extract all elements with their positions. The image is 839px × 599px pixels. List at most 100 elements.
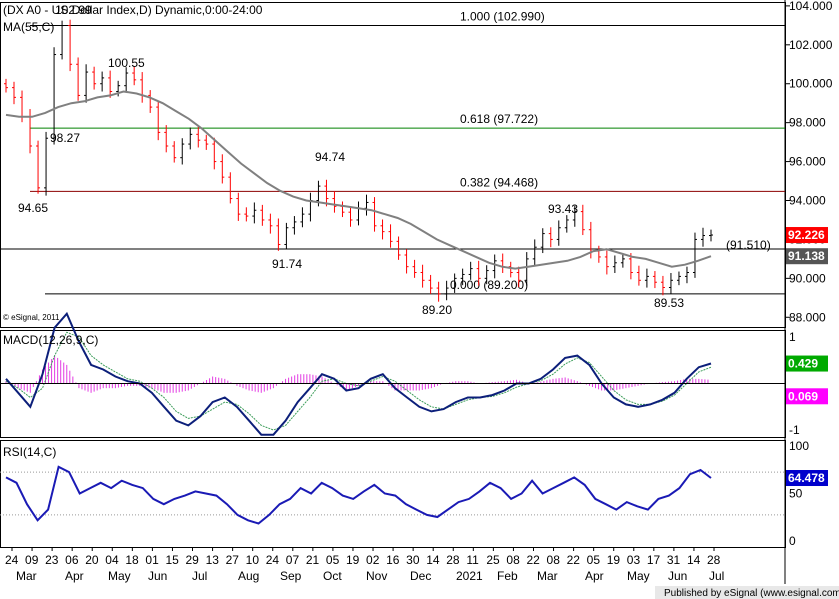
ma-55-line xyxy=(5,90,712,270)
price-tick-label: 98.000 xyxy=(789,116,826,130)
price-tick-label: 104.000 xyxy=(789,0,833,13)
x-tick-label: 13 xyxy=(206,553,220,567)
price-tick-label: 90.000 xyxy=(789,271,826,285)
price-annotation: 94.65 xyxy=(18,201,48,215)
macd-label: MACD(12,26,9,C) xyxy=(3,333,98,347)
macd-signal-line xyxy=(5,331,712,431)
x-tick-label: 31 xyxy=(667,553,681,567)
x-tick-label: 21 xyxy=(306,553,320,567)
x-month-label: Mar xyxy=(537,569,558,583)
x-tick-label: 01 xyxy=(145,553,159,567)
x-tick-label: 22 xyxy=(567,553,581,567)
x-tick-label: 18 xyxy=(125,553,139,567)
ma-indicator-label: MA(55,C) xyxy=(3,20,54,34)
x-tick-label: 24 xyxy=(266,553,280,567)
x-month-label: Feb xyxy=(497,569,518,583)
rsi-last-badge xyxy=(786,470,828,487)
x-tick-label: 25 xyxy=(486,553,500,567)
x-axis: 24 09 23 06 20 04 18 01 15 29 13 27 10 24 07 21 05 19 02 16… xyxy=(5,547,724,583)
macd-tick-label: 1 xyxy=(789,330,796,344)
last-price-value: 92.226 xyxy=(788,228,825,242)
fib-level-label: 1.000 (102.990) xyxy=(460,10,545,24)
ma-last-value: 91.138 xyxy=(788,249,825,263)
price-annotation: 102.99 xyxy=(55,3,92,17)
rsi-label: RSI(14,C) xyxy=(3,445,56,459)
x-tick-label: 20 xyxy=(85,553,99,567)
x-tick-label: 05 xyxy=(326,553,340,567)
price-annotation: 100.55 xyxy=(108,56,145,70)
x-tick-label: 03 xyxy=(627,553,641,567)
last-price-badge xyxy=(786,227,828,244)
x-tick-label: 08 xyxy=(506,553,520,567)
price-tick-label: 100.000 xyxy=(789,77,833,91)
macd-hist-badge xyxy=(786,388,828,405)
x-month-label: Jun xyxy=(668,569,687,583)
macd-line xyxy=(5,311,712,436)
x-tick-label: 05 xyxy=(587,553,601,567)
macd-last-badge xyxy=(786,355,828,372)
ma-last-badge xyxy=(786,248,828,265)
rsi-tick-label: 50 xyxy=(789,487,803,501)
x-month-label: Nov xyxy=(366,569,387,583)
x-tick-label: 06 xyxy=(65,553,79,567)
price-annotation: 89.20 xyxy=(422,303,452,317)
watermark: © eSignal, 2011 xyxy=(3,313,60,322)
price-annotation: 93.43 xyxy=(548,202,578,216)
x-tick-label: 29 xyxy=(186,553,200,567)
x-month-label: Aug xyxy=(238,569,259,583)
footer-background xyxy=(655,586,839,599)
x-tick-label: 30 xyxy=(406,553,420,567)
x-tick-label: 08 xyxy=(547,553,561,567)
rsi-tick-label: 100 xyxy=(789,439,809,453)
x-tick-label: 11 xyxy=(466,553,479,567)
fib-level-label: 0.382 (94.468) xyxy=(460,175,538,189)
x-tick-label: 28 xyxy=(707,553,721,567)
x-tick-label: 22 xyxy=(526,553,540,567)
x-month-label: Jul xyxy=(709,569,724,583)
price-tick-label: 102.000 xyxy=(789,38,833,52)
macd-tick-label: -1 xyxy=(789,423,800,437)
macd-panel: 1 -1 0.429 0.069 MACD(12,26,9,C) xyxy=(0,311,828,437)
price-annotation: 98.27 xyxy=(50,131,80,145)
rsi-line xyxy=(5,465,712,525)
x-tick-label: 09 xyxy=(25,553,39,567)
x-tick-label: 16 xyxy=(386,553,400,567)
x-month-label: Jun xyxy=(148,569,167,583)
chart-title: (DX A0 - US Dollar Index,D) Dynamic,0:00… xyxy=(3,3,263,17)
x-month-label: 2021 xyxy=(456,569,483,583)
x-tick-label: 24 xyxy=(5,553,19,567)
footer-text: Published by eSignal (www.esignal.com) xyxy=(664,588,839,599)
price-annotation: (91.510) xyxy=(726,238,771,252)
x-tick-label: 27 xyxy=(226,553,240,567)
x-tick-label: 19 xyxy=(607,553,621,567)
x-tick-label: 23 xyxy=(45,553,59,567)
x-tick-label: 14 xyxy=(687,553,701,567)
x-tick-label: 19 xyxy=(346,553,360,567)
price-annotation: 89.53 xyxy=(654,296,684,310)
x-month-label: Mar xyxy=(16,569,37,583)
price-tick-label: 88.000 xyxy=(789,310,826,324)
x-month-label: Apr xyxy=(585,569,604,583)
x-month-label: May xyxy=(108,569,131,583)
price-tick-label: 96.000 xyxy=(789,155,826,169)
price-panel: 1.000 (102.990) 0.618 (97.722) 0.382 (94.4… xyxy=(0,0,833,324)
x-month-label: Dec xyxy=(410,569,431,583)
rsi-panel: 100 50 0 64.478 RSI(14,C) xyxy=(0,439,828,548)
rsi-tick-label: 0 xyxy=(789,534,796,548)
x-tick-label: 07 xyxy=(286,553,300,567)
macd-last-value: 0.429 xyxy=(788,357,818,371)
fib-level-label: 0.618 (97.722) xyxy=(460,112,538,126)
price-tick-label: 94.000 xyxy=(789,194,826,208)
rsi-last-value: 64.478 xyxy=(788,471,825,485)
fib-level-label: 0.000 (89.200) xyxy=(450,278,528,292)
x-tick-label: 17 xyxy=(647,553,661,567)
x-tick-label: 10 xyxy=(246,553,260,567)
x-tick-label: 15 xyxy=(165,553,179,567)
x-tick-label: 28 xyxy=(446,553,460,567)
x-tick-label: 14 xyxy=(426,553,440,567)
x-month-label: Oct xyxy=(323,569,342,583)
x-month-label: Jul xyxy=(192,569,207,583)
macd-hist-value: 0.069 xyxy=(788,389,818,403)
